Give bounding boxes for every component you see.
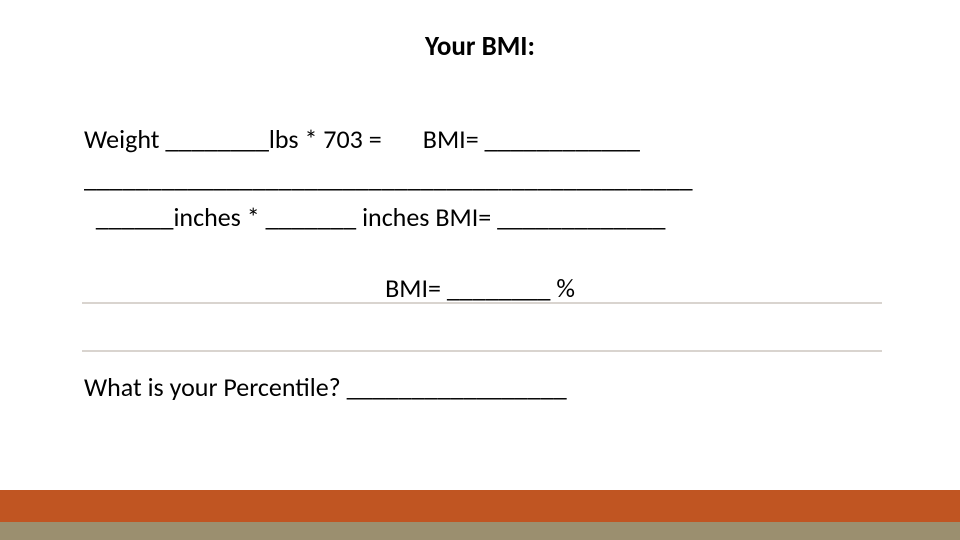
fraction-divider-line: ________________________________________… — [84, 159, 876, 198]
horizontal-rule-bottom — [82, 350, 882, 352]
footer-bar-khaki — [0, 522, 960, 540]
slide: Your BMI: Weight ________lbs * 703 = BMI… — [0, 0, 960, 540]
percentile-line: What is your Percentile? _______________… — [84, 368, 876, 407]
slide-body: Weight ________lbs * 703 = BMI= ________… — [84, 120, 876, 407]
footer-bar-orange — [0, 490, 960, 524]
weight-formula-line: Weight ________lbs * 703 = BMI= ________… — [84, 120, 876, 159]
height-formula-line: ______inches * _______ inches BMI= _____… — [84, 198, 876, 237]
slide-title: Your BMI: — [0, 30, 960, 63]
horizontal-rule-top — [82, 302, 882, 304]
